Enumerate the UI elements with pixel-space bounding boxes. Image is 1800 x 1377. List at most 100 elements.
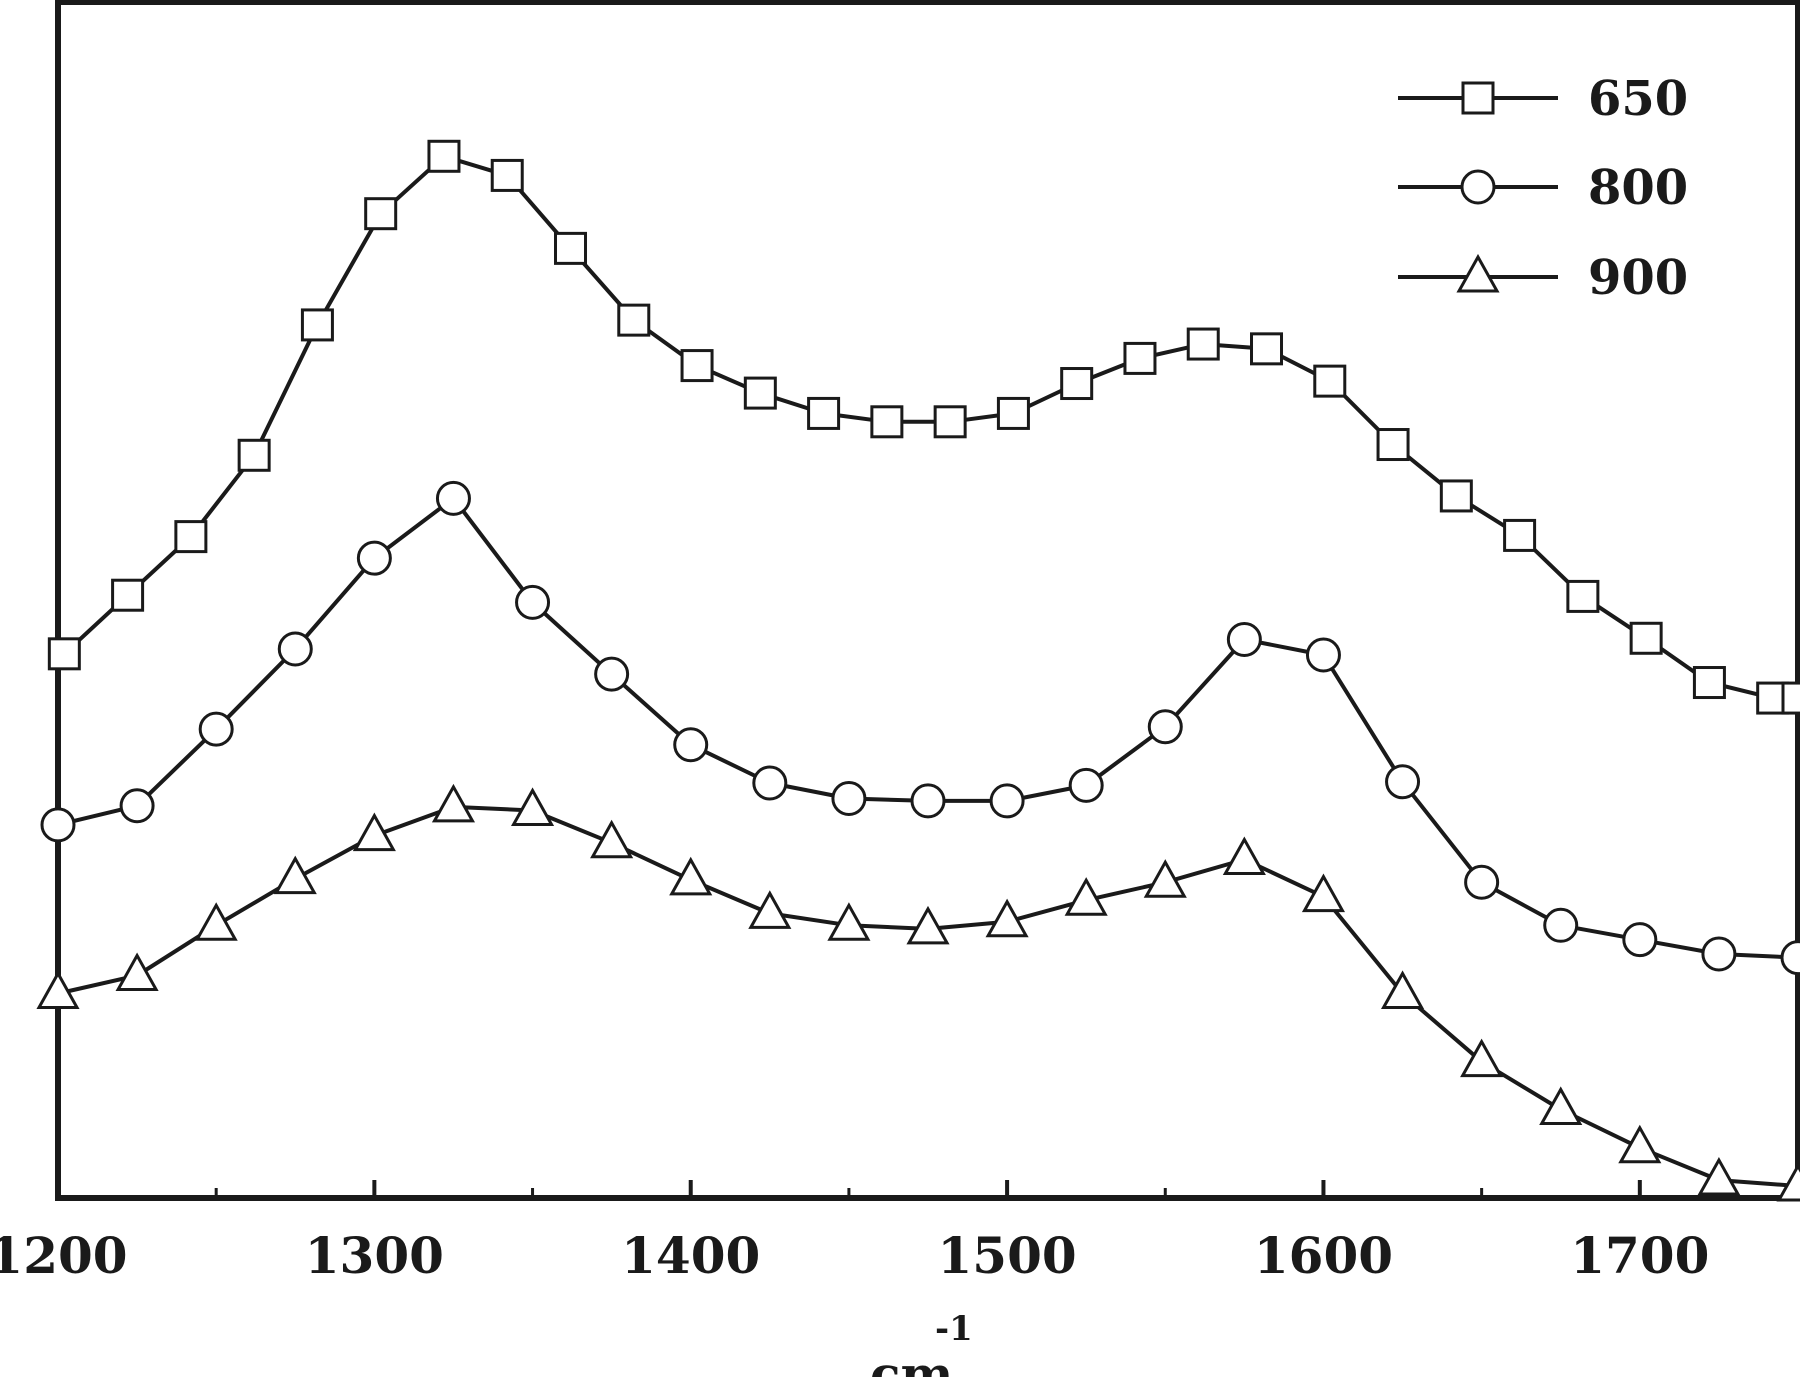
data-point <box>174 520 208 554</box>
data-point <box>40 807 76 843</box>
data-point <box>435 480 471 516</box>
data-point <box>748 890 792 929</box>
data-point <box>431 783 476 823</box>
x-axis-ticks: 1200 1300 1400 1500 1600 1700 <box>0 1180 1709 1285</box>
data-point <box>1460 1038 1504 1078</box>
data-point <box>1781 681 1800 715</box>
series-650 <box>47 139 1800 715</box>
data-point <box>1123 341 1157 375</box>
data-point <box>831 781 867 817</box>
data-point <box>989 783 1025 819</box>
data-point <box>47 637 81 671</box>
data-point <box>1503 518 1537 552</box>
series-line-900 <box>57 804 1799 1188</box>
data-point <box>1464 864 1500 900</box>
data-point <box>356 540 392 576</box>
legend-item-650: 650 <box>1398 71 1688 127</box>
data-point <box>1301 873 1346 913</box>
data-point <box>1143 859 1187 898</box>
data-point <box>515 584 551 620</box>
data-point <box>807 396 841 430</box>
data-point <box>910 783 946 819</box>
data-point <box>1543 907 1579 943</box>
data-point <box>364 197 398 231</box>
data-point <box>906 905 950 945</box>
data-point <box>1692 666 1726 700</box>
data-point <box>198 711 234 747</box>
data-point <box>273 855 317 895</box>
data-point <box>870 405 904 439</box>
data-point <box>1539 1086 1583 1125</box>
legend-marker-circle <box>1460 169 1496 205</box>
legend-item-800: 800 <box>1398 160 1688 216</box>
data-point <box>352 812 396 852</box>
data-point <box>36 970 80 1009</box>
x-tick-label: 1700 <box>1570 1226 1709 1285</box>
data-point <box>1701 936 1737 972</box>
data-point <box>996 396 1030 430</box>
data-point <box>554 231 588 265</box>
x-axis-label-superscript: -1 <box>935 1309 973 1349</box>
data-point <box>752 765 788 801</box>
x-tick-label: 1300 <box>305 1226 444 1285</box>
legend-label: 800 <box>1588 160 1688 216</box>
plot-frame <box>55 0 1800 1201</box>
legend-item-900: 900 <box>1398 250 1688 306</box>
legend-label: 650 <box>1588 71 1688 127</box>
series-800 <box>40 480 1800 976</box>
x-tick-label: 1600 <box>1254 1226 1393 1285</box>
data-point <box>827 902 871 941</box>
data-point <box>1060 367 1094 401</box>
data-point <box>1186 327 1220 361</box>
data-point <box>743 376 777 410</box>
data-point <box>985 898 1029 938</box>
data-point <box>1385 764 1421 800</box>
data-point <box>669 856 713 896</box>
data-point <box>1222 836 1266 876</box>
data-point <box>427 139 461 173</box>
data-point <box>115 952 159 992</box>
series-layer <box>36 139 1800 1202</box>
data-point <box>510 787 555 826</box>
data-point <box>194 902 238 941</box>
legend-marker-triangle <box>1456 253 1500 293</box>
data-point <box>673 727 709 763</box>
data-point <box>933 405 967 439</box>
data-point <box>1376 428 1410 462</box>
data-point <box>1313 364 1347 398</box>
legend: 650 800 900 <box>1398 71 1688 306</box>
x-tick-label: 1400 <box>621 1226 760 1285</box>
data-point <box>1780 940 1800 976</box>
data-point <box>1250 332 1284 366</box>
series-900 <box>36 783 1800 1202</box>
data-point <box>1380 970 1425 1009</box>
data-point <box>1305 637 1341 673</box>
data-point <box>1439 479 1473 513</box>
data-point <box>1622 922 1658 958</box>
x-axis-label: cm <box>870 1345 953 1377</box>
data-point <box>237 438 271 472</box>
series-line-800 <box>57 496 1799 960</box>
x-tick-label: 1500 <box>938 1226 1077 1285</box>
data-point <box>617 303 651 337</box>
data-point <box>1697 1156 1741 1196</box>
data-point <box>1068 767 1104 803</box>
data-point <box>1776 1162 1800 1202</box>
data-point <box>1064 877 1108 916</box>
data-point <box>119 788 155 824</box>
data-point <box>1618 1124 1662 1164</box>
x-tick-label: 1200 <box>0 1226 128 1285</box>
data-point <box>111 578 145 612</box>
data-point <box>590 819 634 859</box>
data-point <box>300 308 334 342</box>
legend-marker-square <box>1461 81 1495 115</box>
data-point <box>490 158 524 192</box>
data-point <box>277 631 313 667</box>
data-point <box>594 656 630 692</box>
legend-label: 900 <box>1588 250 1688 306</box>
data-point <box>1566 579 1600 613</box>
data-point <box>1226 621 1262 657</box>
data-point <box>680 349 714 383</box>
data-point <box>1629 621 1663 655</box>
